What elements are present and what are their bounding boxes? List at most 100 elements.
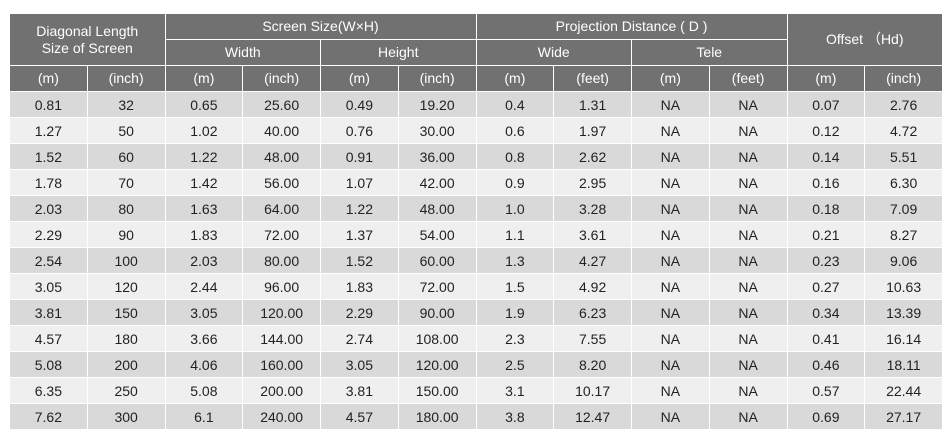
table-cell: NA bbox=[632, 300, 709, 325]
table-cell: 16.14 bbox=[865, 326, 942, 351]
table-cell: 6.35 bbox=[10, 378, 87, 403]
table-cell: 3.05 bbox=[10, 274, 87, 299]
header-cell: Wide bbox=[476, 40, 631, 65]
table-cell: 7.62 bbox=[10, 404, 87, 429]
table-cell: 1.27 bbox=[10, 118, 87, 143]
table-cell: 0.57 bbox=[787, 378, 865, 403]
table-cell: NA bbox=[632, 222, 709, 247]
table-cell: 6.23 bbox=[554, 300, 631, 325]
table-cell: 1.52 bbox=[321, 248, 398, 273]
table-cell: 10.17 bbox=[554, 378, 631, 403]
unit-cell: (feet) bbox=[554, 66, 631, 91]
table-cell: 0.4 bbox=[476, 92, 554, 117]
table-cell: 90.00 bbox=[398, 300, 476, 325]
header-cell: Screen Size(W×H) bbox=[165, 14, 476, 39]
table-cell: 1.02 bbox=[165, 118, 243, 143]
table-cell: 5.08 bbox=[165, 378, 243, 403]
table-cell: 60 bbox=[87, 144, 165, 169]
table-cell: NA bbox=[632, 144, 709, 169]
table-cell: 1.78 bbox=[10, 170, 87, 195]
header-text: Diagonal Length bbox=[36, 22, 139, 39]
unit-cell: (m) bbox=[476, 66, 554, 91]
table-cell: 4.57 bbox=[321, 404, 398, 429]
table-cell: 144.00 bbox=[243, 326, 320, 351]
table-cell: 0.14 bbox=[787, 144, 865, 169]
table-cell: 80.00 bbox=[243, 248, 320, 273]
table-cell: NA bbox=[709, 352, 787, 377]
table-cell: 3.61 bbox=[554, 222, 631, 247]
table-cell: 2.54 bbox=[10, 248, 87, 273]
table-cell: 7.55 bbox=[554, 326, 631, 351]
table-cell: 2.74 bbox=[321, 326, 398, 351]
table-cell: 0.23 bbox=[787, 248, 865, 273]
table-cell: 4.72 bbox=[865, 118, 942, 143]
table-cell: 5.08 bbox=[10, 352, 87, 377]
table-cell: 1.37 bbox=[321, 222, 398, 247]
table-cell: 150 bbox=[87, 300, 165, 325]
table-cell: 0.18 bbox=[787, 196, 865, 221]
table-cell: 1.63 bbox=[165, 196, 243, 221]
table-cell: 3.81 bbox=[321, 378, 398, 403]
table-cell: NA bbox=[709, 326, 787, 351]
table-cell: 22.44 bbox=[865, 378, 942, 403]
table-cell: NA bbox=[632, 248, 709, 273]
table-cell: 200.00 bbox=[243, 378, 320, 403]
table-cell: 0.69 bbox=[787, 404, 865, 429]
table-cell: 1.97 bbox=[554, 118, 631, 143]
table-cell: 240.00 bbox=[243, 404, 320, 429]
table-cell: 1.22 bbox=[321, 196, 398, 221]
unit-cell: (inch) bbox=[243, 66, 320, 91]
table-cell: 2.95 bbox=[554, 170, 631, 195]
header-cell: Offset （Hd) bbox=[787, 14, 942, 65]
table-cell: NA bbox=[632, 404, 709, 429]
table-cell: 70 bbox=[87, 170, 165, 195]
table-cell: 180.00 bbox=[398, 404, 476, 429]
table-cell: 0.12 bbox=[787, 118, 865, 143]
table-cell: 0.91 bbox=[321, 144, 398, 169]
header-cell: Projection Distance ( D ) bbox=[476, 14, 787, 39]
table-cell: 2.03 bbox=[165, 248, 243, 273]
table-cell: 8.20 bbox=[554, 352, 631, 377]
table-cell: 96.00 bbox=[243, 274, 320, 299]
table-cell: NA bbox=[709, 196, 787, 221]
table-cell: 1.07 bbox=[321, 170, 398, 195]
table-cell: 0.6 bbox=[476, 118, 554, 143]
table-cell: 6.1 bbox=[165, 404, 243, 429]
table-cell: 80 bbox=[87, 196, 165, 221]
table-cell: 40.00 bbox=[243, 118, 320, 143]
table-cell: 1.83 bbox=[165, 222, 243, 247]
table-cell: 0.21 bbox=[787, 222, 865, 247]
header-text: Size of Screen bbox=[41, 39, 133, 56]
table-cell: 27.17 bbox=[865, 404, 942, 429]
table-cell: NA bbox=[632, 118, 709, 143]
table-cell: 0.65 bbox=[165, 92, 243, 117]
table-cell: 108.00 bbox=[398, 326, 476, 351]
table-cell: 90 bbox=[87, 222, 165, 247]
table-cell: 7.09 bbox=[865, 196, 942, 221]
table-cell: 32 bbox=[87, 92, 165, 117]
table-cell: 100 bbox=[87, 248, 165, 273]
table-cell: NA bbox=[632, 352, 709, 377]
unit-cell: (m) bbox=[165, 66, 243, 91]
table-cell: 64.00 bbox=[243, 196, 320, 221]
table-cell: 2.44 bbox=[165, 274, 243, 299]
unit-cell: (m) bbox=[632, 66, 709, 91]
table-cell: 1.9 bbox=[476, 300, 554, 325]
table-cell: NA bbox=[709, 274, 787, 299]
unit-cell: (inch) bbox=[398, 66, 476, 91]
unit-cell: (inch) bbox=[865, 66, 942, 91]
table-cell: 4.57 bbox=[10, 326, 87, 351]
table-cell: 1.83 bbox=[321, 274, 398, 299]
table-cell: 25.60 bbox=[243, 92, 320, 117]
table-cell: 2.62 bbox=[554, 144, 631, 169]
table-cell: 0.81 bbox=[10, 92, 87, 117]
table-cell: NA bbox=[709, 170, 787, 195]
table-cell: 4.06 bbox=[165, 352, 243, 377]
projection-table: Diagonal Length Size of Screen Screen Si… bbox=[10, 14, 942, 429]
table-cell: 1.22 bbox=[165, 144, 243, 169]
table-cell: NA bbox=[709, 222, 787, 247]
table-cell: 3.81 bbox=[10, 300, 87, 325]
unit-cell: (feet) bbox=[709, 66, 787, 91]
table-cell: 3.1 bbox=[476, 378, 554, 403]
table-cell: NA bbox=[709, 118, 787, 143]
